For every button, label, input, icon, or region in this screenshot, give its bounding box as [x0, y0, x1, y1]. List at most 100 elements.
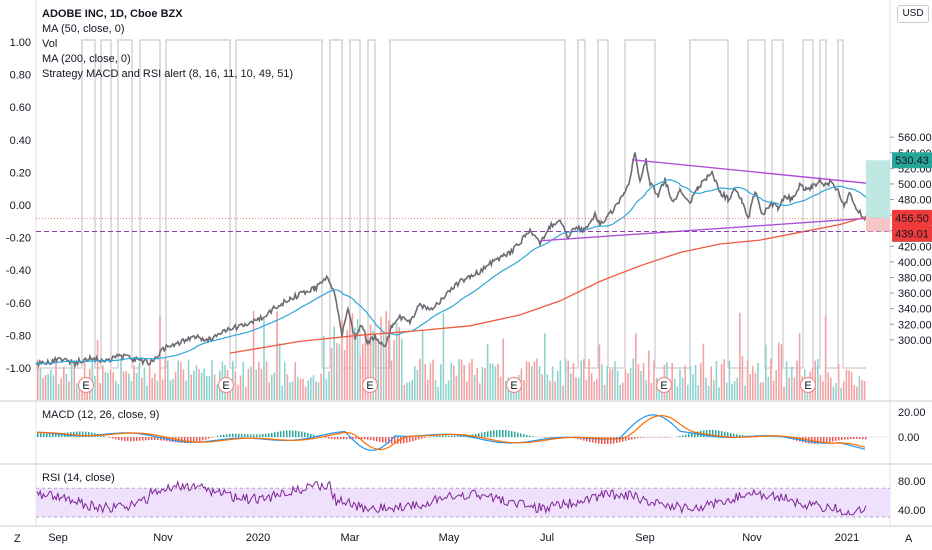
volume-bar — [739, 312, 741, 400]
volume-bar — [741, 356, 744, 400]
macd-histogram-bar — [727, 432, 729, 437]
volume-bar — [57, 384, 60, 400]
volume-bar — [681, 377, 684, 400]
study-ma50[interactable]: MA (50, close, 0) — [42, 23, 125, 35]
volume-bar — [531, 366, 533, 400]
macd-histogram-bar — [529, 435, 531, 437]
volume-bar — [843, 381, 845, 400]
macd-histogram-bar — [478, 433, 480, 437]
macd-label[interactable]: MACD (12, 26, close, 9) — [42, 409, 160, 421]
macd-histogram-bar — [694, 432, 696, 437]
volume-bar — [213, 374, 216, 400]
volume-bar — [255, 369, 257, 400]
macd-histogram-bar — [79, 431, 81, 437]
volume-bar — [598, 344, 601, 400]
timezone-button[interactable]: Z — [14, 533, 21, 545]
volume-bar — [349, 314, 351, 400]
volume-bar — [109, 369, 112, 400]
volume-bar — [232, 360, 234, 400]
chart-title[interactable]: ADOBE INC, 1D, Cboe BZX — [42, 8, 183, 20]
macd-histogram-bar — [274, 432, 276, 437]
strategy-axis-label: -1.00 — [6, 363, 31, 375]
volume-bar — [307, 380, 309, 400]
macd-histogram-bar — [610, 437, 612, 444]
volume-bar — [377, 337, 380, 400]
macd-histogram-bar — [295, 430, 297, 437]
volume-bar — [754, 373, 757, 400]
strategy-axis-label: -0.20 — [6, 233, 31, 245]
volume-bar — [840, 387, 842, 400]
volume-bar — [42, 377, 44, 400]
volume-bar — [320, 373, 322, 400]
macd-histogram-bar — [865, 437, 867, 440]
study-vol[interactable]: Vol — [42, 38, 58, 50]
macd-histogram-bar — [412, 437, 414, 442]
currency-button[interactable]: USD — [897, 5, 929, 23]
earnings-marker-label: E — [222, 380, 229, 392]
macd-histogram-bar — [373, 437, 375, 441]
volume-bar — [770, 358, 772, 400]
macd-histogram-bar — [661, 437, 663, 438]
macd-histogram-bar — [415, 437, 417, 441]
volume-bar — [814, 360, 816, 400]
strategy-axis-label: 0.20 — [10, 167, 31, 179]
volume-bar — [401, 338, 403, 400]
volume-bar — [473, 375, 476, 400]
volume-bar — [263, 318, 265, 400]
volume-bar — [260, 368, 263, 400]
price-tag-stop-text: 439.01 — [895, 228, 929, 240]
strategy-axis-label: 0.80 — [10, 70, 31, 82]
volume-bar — [788, 377, 790, 400]
volume-bar — [406, 382, 408, 400]
volume-bar — [759, 382, 762, 400]
volume-bar — [752, 365, 754, 400]
volume-bar — [632, 358, 634, 400]
price-axis-label: 300.00 — [898, 335, 932, 347]
volume-bar — [850, 372, 853, 400]
study-strategy[interactable]: Strategy MACD and RSI alert (8, 16, 11, … — [42, 68, 294, 80]
macd-histogram-bar — [820, 437, 822, 444]
volume-bar — [211, 360, 213, 400]
volume-bar — [499, 376, 502, 400]
volume-bar — [635, 333, 637, 400]
macd-histogram-bar — [601, 437, 603, 444]
macd-histogram-bar — [544, 437, 546, 438]
macd-histogram-bar — [103, 435, 105, 437]
volume-bar — [268, 382, 270, 400]
macd-histogram-bar — [328, 437, 330, 439]
macd-histogram-bar — [595, 437, 597, 444]
volume-bar — [44, 375, 47, 400]
volume-bar — [713, 380, 715, 400]
volume-bar — [148, 363, 151, 400]
auto-scale-button[interactable]: A — [905, 533, 913, 545]
volume-bar — [736, 377, 738, 400]
macd-histogram-bar — [547, 437, 549, 438]
volume-bar — [689, 365, 692, 400]
macd-histogram-bar — [301, 431, 303, 437]
volume-bar — [585, 379, 588, 400]
macd-histogram-bar — [814, 437, 816, 444]
study-ma200[interactable]: MA (200, close, 0) — [42, 53, 131, 65]
legend: ADOBE INC, 1D, Cboe BZX MA (50, close, 0… — [42, 7, 293, 82]
macd-histogram-bar — [550, 437, 552, 438]
macd-histogram-bar — [619, 437, 621, 443]
volume-bar — [577, 378, 580, 400]
rsi-label[interactable]: RSI (14, close) — [42, 472, 115, 484]
volume-bar — [164, 358, 166, 400]
macd-histogram-bar — [190, 437, 192, 443]
macd-histogram-bar — [241, 433, 243, 437]
volume-bar — [393, 340, 395, 400]
macd-histogram-bar — [310, 434, 312, 437]
earnings-marker — [655, 376, 673, 394]
ma200-line — [229, 216, 867, 354]
volume-bar — [723, 359, 725, 400]
volume-bar — [492, 363, 494, 400]
macd-histogram-bar — [130, 437, 132, 442]
macd-histogram-bar — [823, 437, 825, 444]
macd-histogram-bar — [589, 437, 591, 442]
volume-bar — [388, 320, 390, 400]
volume-bar — [169, 380, 172, 400]
volume-bar — [856, 386, 858, 400]
